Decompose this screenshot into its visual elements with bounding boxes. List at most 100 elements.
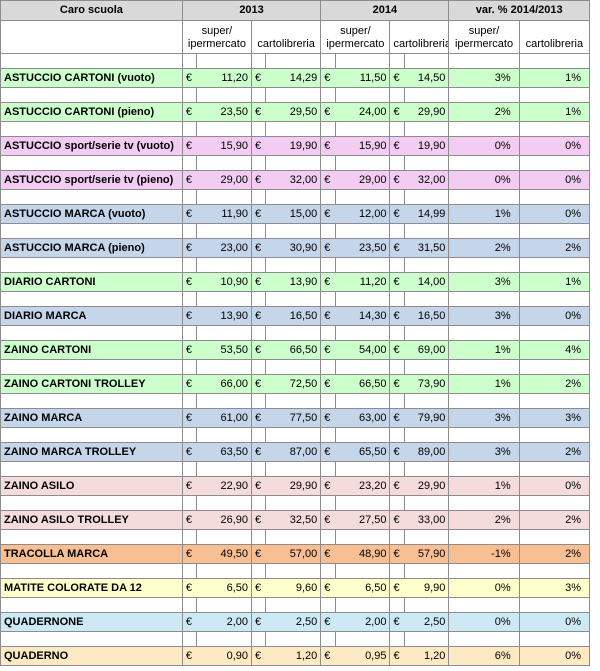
price-carto-2013[interactable]: 32,50 — [265, 510, 322, 530]
empty-cell[interactable] — [448, 393, 520, 409]
empty-cell[interactable] — [334, 121, 391, 137]
currency-cell[interactable]: € — [251, 374, 266, 394]
empty-cell[interactable] — [389, 155, 405, 171]
currency-cell[interactable]: € — [251, 408, 266, 428]
currency-cell[interactable]: € — [320, 136, 336, 156]
item-name-cell[interactable]: ASTUCCIO MARCA (vuoto) — [0, 204, 183, 224]
empty-cell[interactable] — [518, 461, 591, 477]
empty-cell[interactable] — [265, 495, 322, 511]
currency-cell[interactable]: € — [320, 238, 336, 258]
currency-cell[interactable]: € — [181, 68, 197, 88]
price-super-2013[interactable]: 23,00 — [196, 238, 253, 258]
price-super-2013[interactable]: 10,90 — [196, 272, 253, 292]
currency-cell[interactable]: € — [320, 374, 336, 394]
price-carto-2013[interactable]: 57,00 — [265, 544, 322, 564]
empty-cell[interactable] — [265, 189, 322, 205]
currency-cell[interactable]: € — [251, 442, 266, 462]
empty-cell[interactable] — [265, 155, 322, 171]
empty-cell[interactable] — [518, 325, 591, 341]
currency-cell[interactable]: € — [320, 68, 336, 88]
empty-cell[interactable] — [265, 121, 322, 137]
item-name-cell[interactable]: ZAINO MARCA TROLLEY — [0, 442, 183, 462]
empty-cell[interactable] — [265, 291, 322, 307]
var-carto-cell[interactable]: 0% — [518, 646, 591, 666]
table-title[interactable]: Caro scuola — [0, 0, 183, 21]
var-carto-cell[interactable]: 0% — [518, 476, 591, 496]
empty-cell[interactable] — [389, 529, 405, 545]
empty-cell[interactable] — [334, 597, 391, 613]
empty-cell[interactable] — [265, 257, 322, 273]
empty-cell[interactable] — [334, 87, 391, 103]
empty-cell[interactable] — [403, 393, 450, 409]
empty-cell[interactable] — [389, 291, 405, 307]
var-carto-cell[interactable]: 0% — [518, 612, 591, 632]
empty-cell[interactable] — [181, 529, 198, 545]
price-carto-2013[interactable]: 2,50 — [265, 612, 322, 632]
currency-cell[interactable]: € — [181, 374, 197, 394]
empty-cell[interactable] — [320, 631, 336, 647]
currency-cell[interactable]: € — [181, 306, 197, 326]
empty-cell[interactable] — [403, 257, 450, 273]
currency-cell[interactable]: € — [251, 68, 266, 88]
price-super-2014[interactable]: 6,50 — [335, 578, 391, 598]
empty-cell[interactable] — [251, 495, 267, 511]
price-carto-2014[interactable]: 2,50 — [404, 612, 450, 632]
currency-cell[interactable]: € — [251, 510, 266, 530]
empty-cell[interactable] — [320, 393, 336, 409]
var-carto-cell[interactable]: 3% — [518, 408, 591, 428]
item-name-cell[interactable]: ZAINO CARTONI — [0, 340, 183, 360]
empty-cell[interactable] — [334, 325, 391, 341]
empty-cell[interactable] — [518, 631, 591, 647]
empty-cell[interactable] — [251, 461, 267, 477]
price-super-2014[interactable]: 24,00 — [335, 102, 391, 122]
currency-cell[interactable]: € — [181, 510, 197, 530]
var-super-cell[interactable]: 3% — [448, 68, 520, 88]
currency-cell[interactable]: € — [389, 238, 405, 258]
currency-cell[interactable]: € — [251, 476, 266, 496]
currency-cell[interactable]: € — [320, 204, 336, 224]
empty-cell[interactable] — [181, 563, 198, 579]
currency-cell[interactable]: € — [320, 442, 336, 462]
empty-cell[interactable] — [181, 461, 198, 477]
currency-cell[interactable]: € — [389, 578, 405, 598]
empty-cell[interactable] — [518, 121, 591, 137]
empty-cell[interactable] — [403, 291, 450, 307]
empty-cell[interactable] — [403, 563, 450, 579]
empty-cell[interactable] — [320, 257, 336, 273]
price-super-2014[interactable]: 23,20 — [335, 476, 391, 496]
currency-cell[interactable]: € — [389, 510, 405, 530]
empty-cell[interactable] — [251, 121, 267, 137]
empty-cell[interactable] — [196, 495, 253, 511]
empty-cell[interactable] — [181, 325, 198, 341]
item-name-cell[interactable]: ZAINO ASILO TROLLEY — [0, 510, 183, 530]
empty-cell[interactable] — [403, 427, 450, 443]
empty-cell[interactable] — [251, 189, 267, 205]
empty-cell[interactable] — [448, 631, 520, 647]
item-name-cell[interactable]: DIARIO MARCA — [0, 306, 183, 326]
empty-cell[interactable] — [403, 529, 450, 545]
var-carto-cell[interactable]: 1% — [518, 68, 591, 88]
empty-cell[interactable] — [196, 359, 253, 375]
currency-cell[interactable]: € — [389, 306, 405, 326]
item-name-cell[interactable]: ASTUCCIO CARTONI (vuoto) — [0, 68, 183, 88]
price-super-2014[interactable]: 29,00 — [335, 170, 391, 190]
price-super-2013[interactable]: 49,50 — [196, 544, 253, 564]
empty-cell[interactable] — [196, 155, 253, 171]
currency-cell[interactable]: € — [181, 578, 197, 598]
price-super-2013[interactable]: 11,90 — [196, 204, 253, 224]
currency-cell[interactable]: € — [181, 646, 197, 666]
item-name-cell[interactable]: ASTUCCIO CARTONI (pieno) — [0, 102, 183, 122]
var-super-cell[interactable]: 1% — [448, 476, 520, 496]
empty-cell[interactable] — [0, 223, 183, 239]
col-super-2013[interactable]: super/ ipermercato — [181, 20, 253, 54]
empty-cell[interactable] — [403, 359, 450, 375]
empty-cell[interactable] — [389, 189, 405, 205]
empty-cell[interactable] — [196, 121, 253, 137]
price-carto-2014[interactable]: 14,99 — [404, 204, 450, 224]
currency-cell[interactable]: € — [389, 476, 405, 496]
empty-cell[interactable] — [320, 87, 336, 103]
empty-cell[interactable] — [320, 291, 336, 307]
empty-cell[interactable] — [265, 223, 322, 239]
empty-cell[interactable] — [196, 53, 253, 69]
empty-cell[interactable] — [389, 427, 405, 443]
